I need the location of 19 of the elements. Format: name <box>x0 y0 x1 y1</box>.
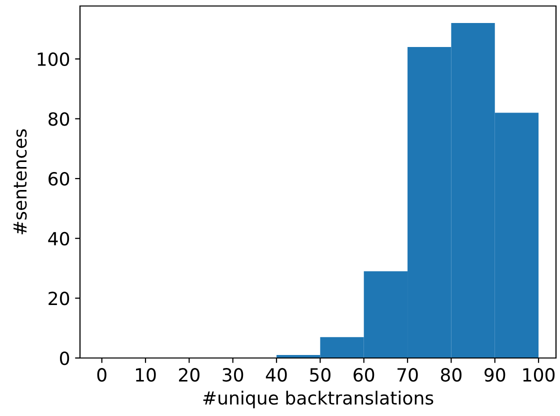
x-tick-label: 80 <box>440 368 462 382</box>
y-axis-title: #sentences <box>14 129 27 234</box>
x-tick-label: 30 <box>222 368 244 382</box>
x-tick-label: 70 <box>398 368 418 382</box>
y-tick-label: 40 <box>48 232 70 246</box>
y-tick-label: 80 <box>48 112 70 126</box>
x-tick-label: 60 <box>354 368 374 382</box>
x-tick-label: 10 <box>136 368 156 382</box>
x-tick-label: 100 <box>523 368 555 382</box>
x-tick-label: 40 <box>266 368 287 382</box>
y-tick-label: 0 <box>60 351 70 366</box>
x-axis-title: #unique backtranslations <box>203 390 434 408</box>
x-tick-label: 0 <box>97 368 106 382</box>
x-tick-label: 50 <box>310 368 330 382</box>
y-tick-label: 20 <box>48 292 70 306</box>
x-tick-label: 20 <box>179 368 200 382</box>
y-tick-label: 100 <box>38 52 70 66</box>
y-tick-label: 60 <box>48 172 70 186</box>
x-tick-label: 90 <box>484 368 506 382</box>
